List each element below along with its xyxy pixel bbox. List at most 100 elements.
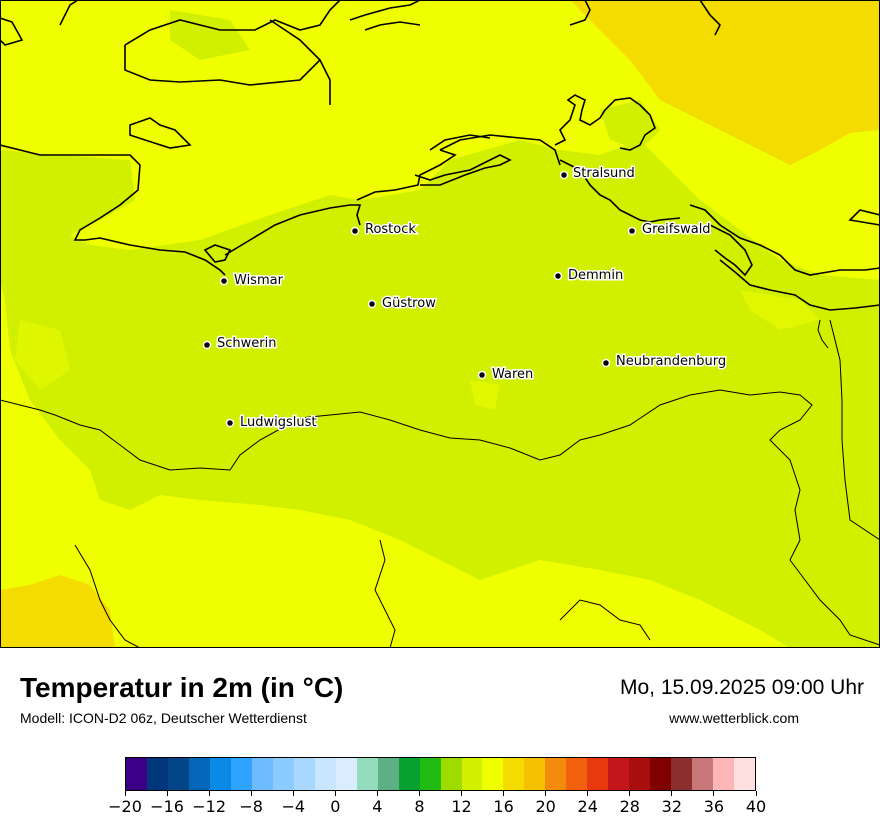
colorbar-tick bbox=[166, 791, 168, 796]
land-patch-3 bbox=[15, 320, 70, 390]
colorbar-segment bbox=[566, 758, 588, 790]
colorbar-tick-label: −20 bbox=[108, 797, 142, 816]
colorbar-tick bbox=[250, 791, 252, 796]
colorbar-tick-label: 32 bbox=[661, 797, 683, 816]
colorbar-tick-label: 36 bbox=[703, 797, 725, 816]
website-link[interactable]: www.wetterblick.com bbox=[669, 710, 799, 726]
colorbar-tick-label: 12 bbox=[451, 797, 472, 816]
colorbar-tick-label: −4 bbox=[281, 797, 306, 816]
coastlines bbox=[0, 0, 880, 311]
city-demmin: Demmin bbox=[553, 267, 625, 285]
land-patch-4 bbox=[470, 380, 500, 410]
colorbar-segment bbox=[335, 758, 357, 790]
city-stralsund: Stralsund bbox=[559, 165, 636, 183]
colorbar-tick-label: 4 bbox=[372, 797, 383, 816]
colorbar-segment bbox=[503, 758, 525, 790]
colorbar-tick-label: 24 bbox=[577, 797, 598, 816]
colorbar-segment bbox=[734, 758, 756, 790]
colorbar-ticks: −20 −16 −12 −8 −4 0 4 8 12 16 20 24 28 32 36 40 bbox=[108, 791, 766, 821]
city-markers: Stralsund Rostock Greifswald Wismar Demm… bbox=[202, 165, 728, 432]
colorbar-tick-label: 8 bbox=[414, 797, 425, 816]
colorbar-tick-label: −8 bbox=[239, 797, 263, 816]
colorbar-segment bbox=[251, 758, 273, 790]
colorbar-segment bbox=[692, 758, 714, 790]
colorbar-tick bbox=[545, 791, 547, 796]
colorbar-tick bbox=[418, 791, 420, 796]
city-ludwigslust: Ludwigslust bbox=[225, 414, 318, 432]
map-title: Temperatur in 2m (in °C) bbox=[20, 672, 344, 703]
colorbar-tick bbox=[629, 791, 631, 796]
warm-zone-southwest bbox=[0, 575, 115, 648]
svg-text:Rostock: Rostock bbox=[365, 222, 416, 237]
colorbar-segment bbox=[419, 758, 441, 790]
colorbar-tick-label: −12 bbox=[192, 797, 227, 816]
city-wismar: Wismar bbox=[219, 272, 285, 290]
colorbar-segment bbox=[461, 758, 483, 790]
svg-text:Neubrandenburg: Neubrandenburg bbox=[616, 354, 726, 369]
svg-text:Schwerin: Schwerin bbox=[217, 336, 276, 351]
colorbar-segment bbox=[608, 758, 630, 790]
colorbar-segment bbox=[482, 758, 504, 790]
colorbar-tick bbox=[503, 791, 505, 796]
city-waren: Waren bbox=[477, 366, 535, 384]
colorbar-tick-label: 16 bbox=[493, 797, 514, 816]
colorbar-segment bbox=[545, 758, 567, 790]
warm-zone-northeast bbox=[570, 0, 880, 165]
colorbar-tick bbox=[334, 791, 336, 796]
colorbar-segment bbox=[629, 758, 651, 790]
colorbar-tick-label: 20 bbox=[535, 797, 556, 816]
colorbar-tick bbox=[292, 791, 294, 796]
colorbar-segment bbox=[230, 758, 252, 790]
colorbar-segment bbox=[440, 758, 462, 790]
colorbar-segment bbox=[398, 758, 420, 790]
colorbar-segment bbox=[314, 758, 336, 790]
city-greifswald: Greifswald bbox=[627, 221, 712, 239]
map-footer: Temperatur in 2m (in °C) Modell: ICON-D2… bbox=[0, 648, 880, 830]
colorbar-segment bbox=[293, 758, 315, 790]
colorbar-tick bbox=[755, 791, 757, 796]
temperature-colorbar bbox=[125, 757, 756, 791]
colorbar-segment bbox=[671, 758, 693, 790]
colorbar-tick-label: 0 bbox=[330, 797, 341, 816]
colorbar-segment bbox=[167, 758, 189, 790]
colorbar-segment bbox=[146, 758, 168, 790]
colorbar-segment bbox=[272, 758, 294, 790]
model-info: Modell: ICON-D2 06z, Deutscher Wetterdie… bbox=[20, 710, 307, 726]
colorbar-segment bbox=[377, 758, 399, 790]
colorbar-tick bbox=[461, 791, 463, 796]
land-patch-5 bbox=[740, 290, 820, 330]
city-guestrow: Güstrow bbox=[367, 295, 438, 313]
svg-text:Greifswald: Greifswald bbox=[642, 222, 711, 237]
land-patch-2 bbox=[600, 100, 660, 150]
colorbar-tick bbox=[713, 791, 715, 796]
borders bbox=[0, 319, 880, 648]
svg-text:Stralsund: Stralsund bbox=[573, 166, 635, 181]
colorbar-segment bbox=[356, 758, 378, 790]
land-temp-region bbox=[0, 140, 880, 648]
colorbar-segment bbox=[650, 758, 672, 790]
city-neubrandenburg: Neubrandenburg bbox=[601, 353, 728, 371]
svg-text:Ludwigslust: Ludwigslust bbox=[240, 415, 317, 430]
svg-text:Waren: Waren bbox=[492, 367, 533, 382]
temperature-map: Stralsund Rostock Greifswald Wismar Demm… bbox=[0, 0, 880, 648]
svg-text:Wismar: Wismar bbox=[234, 273, 284, 288]
svg-text:Güstrow: Güstrow bbox=[382, 296, 436, 311]
forecast-datetime: Mo, 15.09.2025 09:00 Uhr bbox=[619, 676, 864, 699]
city-rostock: Rostock bbox=[350, 221, 418, 239]
colorbar-segment bbox=[209, 758, 231, 790]
colorbar-segment bbox=[713, 758, 735, 790]
colorbar-tick bbox=[376, 791, 378, 796]
colorbar-segment bbox=[524, 758, 546, 790]
city-schwerin: Schwerin bbox=[202, 335, 278, 353]
colorbar-tick bbox=[124, 791, 126, 796]
colorbar-segment bbox=[188, 758, 210, 790]
colorbar-segment bbox=[587, 758, 609, 790]
colorbar-tick-label: 40 bbox=[745, 797, 767, 816]
colorbar-tick bbox=[208, 791, 210, 796]
colorbar-tick-label: 28 bbox=[619, 797, 640, 816]
svg-text:Demmin: Demmin bbox=[568, 268, 623, 283]
colorbar-tick-label: −16 bbox=[150, 797, 184, 816]
colorbar-segment bbox=[126, 758, 147, 790]
colorbar-tick bbox=[587, 791, 589, 796]
colorbar-tick bbox=[671, 791, 673, 796]
